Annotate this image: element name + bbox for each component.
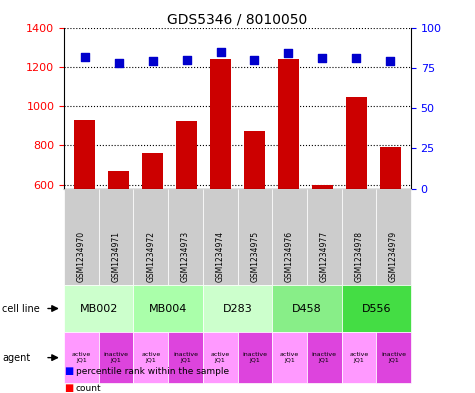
Text: GSM1234974: GSM1234974 — [216, 231, 225, 282]
Point — [183, 57, 190, 63]
Text: GSM1234975: GSM1234975 — [250, 231, 259, 282]
Text: inactive
JQ1: inactive JQ1 — [104, 352, 129, 363]
Text: count: count — [76, 384, 102, 393]
Point — [115, 60, 123, 66]
Text: inactive
JQ1: inactive JQ1 — [312, 352, 337, 363]
Point — [81, 53, 88, 60]
Bar — [176, 121, 197, 303]
Point — [352, 55, 360, 61]
Text: inactive
JQ1: inactive JQ1 — [381, 352, 406, 363]
Bar — [312, 185, 332, 303]
Text: GDS5346 / 8010050: GDS5346 / 8010050 — [167, 13, 308, 27]
Text: GSM1234979: GSM1234979 — [389, 231, 398, 282]
Bar — [74, 120, 95, 303]
Point — [285, 50, 292, 57]
Point — [251, 57, 258, 63]
Point — [387, 58, 394, 64]
Point — [319, 55, 326, 61]
Text: D556: D556 — [361, 303, 391, 314]
Text: GSM1234977: GSM1234977 — [320, 231, 329, 282]
Text: GSM1234972: GSM1234972 — [146, 231, 155, 282]
Text: inactive
JQ1: inactive JQ1 — [173, 352, 198, 363]
Bar — [142, 153, 163, 303]
Text: percentile rank within the sample: percentile rank within the sample — [76, 367, 229, 376]
Text: active
JQ1: active JQ1 — [349, 352, 369, 363]
Text: active
JQ1: active JQ1 — [141, 352, 161, 363]
Text: active
JQ1: active JQ1 — [72, 352, 91, 363]
Text: GSM1234978: GSM1234978 — [354, 231, 363, 282]
Bar — [346, 97, 367, 303]
Point — [217, 48, 224, 55]
Text: GSM1234973: GSM1234973 — [181, 231, 190, 282]
Text: MB002: MB002 — [80, 303, 118, 314]
Bar — [278, 59, 299, 303]
Text: GSM1234976: GSM1234976 — [285, 231, 294, 282]
Text: inactive
JQ1: inactive JQ1 — [242, 352, 267, 363]
Text: cell line: cell line — [2, 303, 40, 314]
Bar — [210, 59, 231, 303]
Text: active
JQ1: active JQ1 — [210, 352, 230, 363]
Text: agent: agent — [2, 353, 30, 363]
Text: ■: ■ — [64, 366, 73, 376]
Text: ■: ■ — [64, 383, 73, 393]
Bar — [244, 130, 265, 303]
Text: D458: D458 — [292, 303, 322, 314]
Text: D283: D283 — [223, 303, 252, 314]
Text: MB004: MB004 — [149, 303, 187, 314]
Bar — [380, 147, 401, 303]
Text: GSM1234970: GSM1234970 — [77, 231, 86, 282]
Text: GSM1234971: GSM1234971 — [112, 231, 121, 282]
Point — [149, 58, 156, 64]
Text: active
JQ1: active JQ1 — [280, 352, 299, 363]
Bar — [108, 171, 129, 303]
